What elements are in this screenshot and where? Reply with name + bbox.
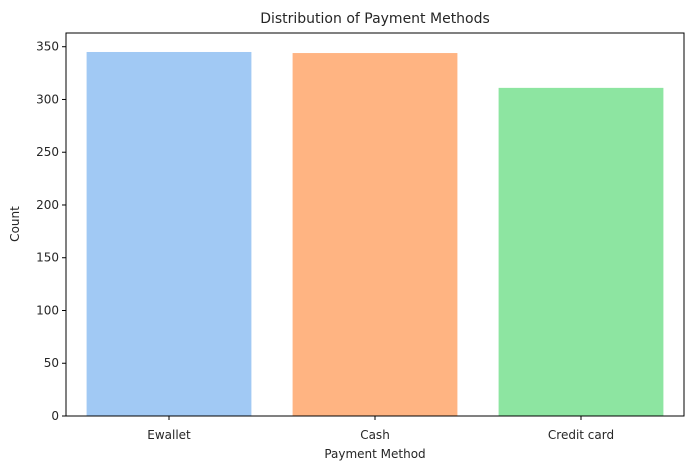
x-axis-title: Payment Method xyxy=(324,447,425,461)
x-axis-ticks: Ewallet Cash Credit card xyxy=(147,416,614,442)
y-tick-label: 200 xyxy=(36,198,59,212)
y-axis-title: Count xyxy=(8,206,22,242)
bar-ewallet xyxy=(86,51,252,417)
x-tick-label: Credit card xyxy=(548,428,614,442)
y-tick-label: 300 xyxy=(36,92,59,106)
y-tick-label: 250 xyxy=(36,145,59,159)
bar-cash xyxy=(292,53,458,416)
y-tick-label: 350 xyxy=(36,40,59,54)
y-axis-ticks: 0 50 100 150 200 250 300 350 xyxy=(36,40,66,423)
y-tick-label: 100 xyxy=(36,303,59,317)
chart-title: Distribution of Payment Methods xyxy=(260,11,490,27)
y-tick-label: 0 xyxy=(51,409,59,423)
y-tick-label: 150 xyxy=(36,251,59,265)
plot-frame xyxy=(65,32,685,417)
bars-group xyxy=(86,51,664,417)
y-tick-label: 50 xyxy=(44,356,59,370)
bar-credit-card xyxy=(498,87,664,416)
x-tick-label: Ewallet xyxy=(147,428,191,442)
x-tick-label: Cash xyxy=(360,428,390,442)
